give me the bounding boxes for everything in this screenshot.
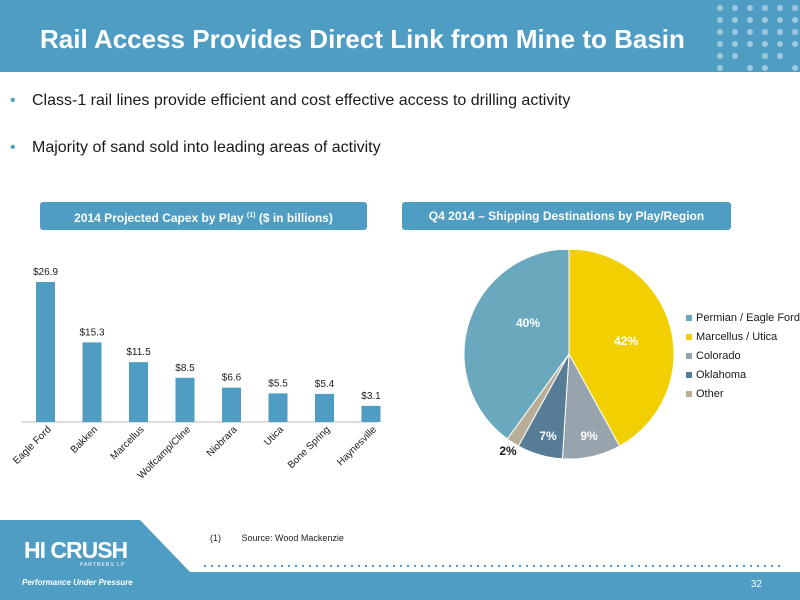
bar-value-label: $11.5 bbox=[126, 347, 151, 358]
footnote-text: Source: Wood Mackenzie bbox=[241, 533, 344, 543]
source-footnote: (1) Source: Wood Mackenzie bbox=[210, 533, 344, 543]
bar bbox=[268, 393, 288, 422]
footnote-number: (1) bbox=[210, 533, 221, 543]
category-tick-label: Bakken bbox=[69, 424, 100, 455]
category-tick-label: Marcellus bbox=[109, 424, 147, 462]
bar-value-label: $5.4 bbox=[315, 379, 335, 390]
footnote-ref: (1) bbox=[246, 212, 256, 219]
slice-percent-label: 2% bbox=[499, 444, 517, 458]
legend-swatch bbox=[686, 391, 692, 397]
legend-swatch bbox=[686, 334, 692, 340]
capex-title-units: ($ in billions) bbox=[255, 211, 333, 225]
logo-tagline: Performance Under Pressure bbox=[22, 578, 133, 587]
bar bbox=[175, 377, 195, 422]
bar bbox=[361, 405, 381, 422]
slice-percent-label: 42% bbox=[614, 334, 638, 348]
title-bar: Rail Access Provides Direct Link from Mi… bbox=[0, 0, 800, 72]
category-tick-label: Niobrara bbox=[205, 424, 240, 459]
bullet-text: Class-1 rail lines provide efficient and… bbox=[32, 92, 571, 109]
dot-pattern-decoration bbox=[717, 5, 798, 71]
bar-value-label: $5.5 bbox=[268, 378, 288, 389]
capex-chart-header: 2014 Projected Capex by Play (1) ($ in b… bbox=[40, 202, 367, 230]
category-tick-label: Eagle Ford bbox=[11, 424, 53, 466]
slice-percent-label: 9% bbox=[580, 429, 598, 443]
legend-swatch bbox=[686, 315, 692, 321]
bullet-marker: • bbox=[10, 139, 16, 156]
bar bbox=[36, 282, 55, 422]
bar-value-label: $6.6 bbox=[222, 373, 242, 384]
slide-title: Rail Access Provides Direct Link from Mi… bbox=[40, 24, 685, 54]
bullet-item: • Majority of sand sold into leading are… bbox=[10, 139, 381, 157]
bar-value-label: $3.1 bbox=[361, 391, 381, 402]
shipping-pie-chart: 40% 42% 9% 7% 2% Permian / Eagle Ford Marcellu… bbox=[463, 250, 800, 460]
bar-value-label: $26.9 bbox=[33, 267, 58, 278]
capex-bar-chart: $26.9 Eagle Ford $15.3 Bakken $11.5 Marcellus… bbox=[11, 267, 381, 482]
bar-value-label: $15.3 bbox=[79, 327, 104, 338]
bullet-marker: • bbox=[10, 92, 16, 109]
bar bbox=[129, 362, 148, 422]
pie-slice bbox=[463, 250, 570, 440]
category-tick-label: Haynesville bbox=[335, 424, 379, 468]
legend-label: Marcellus / Utica bbox=[696, 331, 778, 343]
bar bbox=[82, 342, 102, 422]
slice-percent-label: 7% bbox=[539, 429, 557, 443]
bar-value-label: $8.5 bbox=[175, 363, 195, 374]
bullet-text: Majority of sand sold into leading areas… bbox=[32, 139, 381, 156]
logo-subtitle: PARTNERS LP bbox=[80, 562, 126, 568]
legend-swatch bbox=[686, 372, 692, 378]
shipping-chart-header: Q4 2014 – Shipping Destinations by Play/… bbox=[402, 202, 731, 230]
bar bbox=[315, 393, 334, 422]
legend-label: Colorado bbox=[696, 350, 741, 362]
capex-title-part: 2014 Projected Capex by Play bbox=[74, 211, 247, 225]
bullet-item: • Class-1 rail lines provide efficient a… bbox=[10, 92, 570, 110]
company-logo: HI CRUSH PARTNERS LP Performance Under P… bbox=[20, 537, 150, 589]
pie-slice bbox=[568, 250, 675, 447]
page-number: 32 bbox=[750, 579, 762, 590]
footer-band bbox=[0, 520, 800, 600]
category-tick-label: Utica bbox=[262, 424, 286, 448]
bar bbox=[222, 387, 241, 422]
category-tick-label: Bone Spring bbox=[286, 424, 333, 471]
slice-percent-label: 40% bbox=[516, 316, 540, 330]
legend-swatch bbox=[686, 353, 692, 359]
logo-wordmark: HI CRUSH bbox=[24, 537, 128, 563]
legend-label: Permian / Eagle Ford bbox=[696, 312, 800, 324]
legend-label: Oklahoma bbox=[696, 369, 747, 381]
legend-label: Other bbox=[696, 388, 724, 400]
